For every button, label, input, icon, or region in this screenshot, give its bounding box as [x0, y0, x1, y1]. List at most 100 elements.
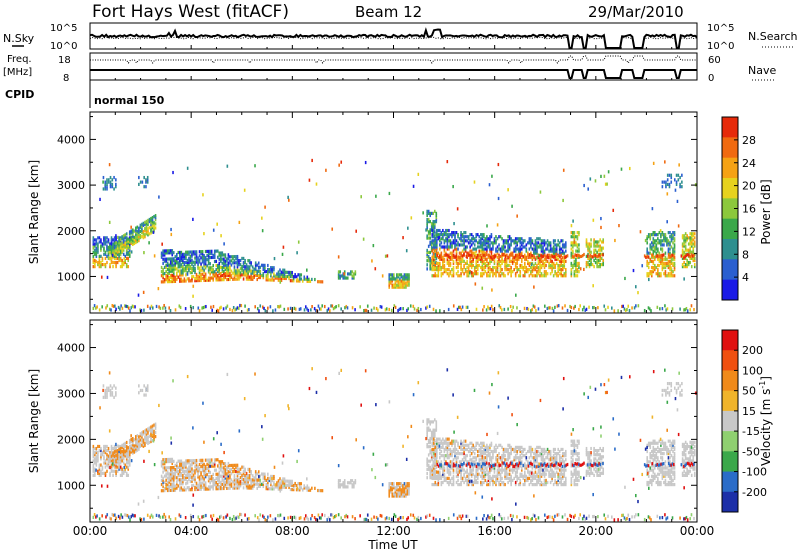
- echo-cell: [195, 469, 198, 473]
- echo-cell: [198, 268, 201, 272]
- echo-cell: [435, 243, 438, 247]
- echo-cell: [397, 492, 400, 496]
- echo-cell: [388, 486, 391, 490]
- echo-cell: [107, 458, 110, 462]
- echo-cell: [683, 308, 685, 312]
- echo-cell: [195, 254, 198, 258]
- echo-cell: [100, 446, 102, 451]
- echo-cell: [227, 277, 230, 282]
- echo-cell: [198, 483, 201, 487]
- echo-cell: [151, 306, 154, 310]
- echo-cell: [92, 246, 95, 250]
- echo-cell: [496, 237, 499, 241]
- echo-cell: [191, 254, 193, 258]
- echo-cell: [683, 242, 685, 246]
- echo-cell: [670, 261, 673, 266]
- echo-cell: [195, 276, 198, 281]
- echo-cell: [534, 245, 537, 249]
- echo-cell: [163, 468, 166, 472]
- echo-cell: [405, 277, 407, 281]
- echo-cell: [162, 280, 164, 284]
- echo-cell: [264, 309, 267, 313]
- echo-cell: [180, 271, 183, 275]
- echo-cell: [136, 442, 139, 446]
- echo-cell: [125, 453, 128, 457]
- echo-cell: [270, 272, 272, 276]
- echo-cell: [125, 471, 128, 475]
- echo-cell: [227, 257, 230, 261]
- echo-cell: [432, 443, 435, 447]
- echo-cell: [429, 428, 432, 432]
- echo-cell: [460, 239, 462, 243]
- echo-cell: [245, 473, 248, 478]
- echo-cell: [455, 265, 458, 270]
- echo-cell: [244, 261, 246, 265]
- echo-cell: [242, 256, 245, 261]
- echo-cell: [526, 306, 528, 311]
- echo-cell: [558, 259, 561, 263]
- echo-cell: [481, 272, 484, 276]
- echo-cell: [661, 233, 664, 237]
- echo-cell: [534, 265, 537, 270]
- echo-cell: [660, 241, 662, 245]
- y-tick-label: 2000: [57, 225, 85, 238]
- echo-cell: [233, 480, 236, 484]
- echo-cell: [270, 278, 272, 282]
- echo-cell: [490, 235, 493, 239]
- echo-cell: [570, 241, 573, 245]
- echo-cell: [430, 211, 433, 216]
- echo-cell: [427, 236, 430, 240]
- echo-cell: [166, 251, 169, 255]
- echo-cell: [435, 420, 438, 424]
- echo-cell: [473, 243, 476, 247]
- echo-cell: [673, 249, 676, 253]
- echo-cell: [115, 265, 117, 269]
- echo-cell: [127, 454, 130, 458]
- echo-cell: [479, 245, 482, 249]
- echo-cell: [210, 251, 213, 255]
- echo-cell: [646, 259, 649, 263]
- echo-cell: [265, 482, 268, 487]
- echo-cell: [226, 257, 228, 261]
- echo-cell: [172, 259, 175, 263]
- echo-cell: [660, 257, 662, 261]
- echo-cell: [403, 283, 406, 287]
- echo-cell: [198, 270, 201, 274]
- echo-cell: [539, 257, 541, 261]
- echo-cell: [448, 482, 450, 487]
- echo-cell: [446, 466, 449, 470]
- echo-cell: [672, 251, 674, 255]
- echo-cell: [273, 474, 275, 479]
- echo-cell: [230, 273, 233, 277]
- echo-cell: [138, 228, 140, 232]
- echo-cell: [662, 253, 665, 257]
- echo-cell: [373, 306, 375, 310]
- echo-cell: [112, 446, 114, 451]
- echo-cell: [452, 478, 455, 483]
- echo-cell: [247, 265, 249, 269]
- echo-cell: [439, 470, 441, 474]
- echo-cell: [118, 258, 120, 263]
- echo-cell: [432, 447, 435, 452]
- echo-cell: [107, 180, 110, 184]
- echo-cell: [127, 450, 130, 454]
- echo-cell: [527, 261, 529, 266]
- echo-cell: [189, 488, 192, 492]
- echo-cell: [689, 308, 692, 312]
- echo-cell: [551, 259, 553, 263]
- echo-cell: [552, 309, 555, 313]
- echo-cell: [171, 476, 174, 480]
- echo-cell: [427, 232, 430, 236]
- echo-cell: [218, 257, 221, 261]
- echo-cell: [437, 274, 440, 278]
- echo-cell: [391, 275, 394, 279]
- echo-cell: [451, 274, 453, 278]
- echo-cell: [487, 265, 490, 270]
- echo-cell: [461, 254, 464, 258]
- echo-cell: [98, 444, 101, 449]
- echo-cell: [461, 270, 464, 274]
- echo-cell: [337, 481, 340, 485]
- echo-cell: [144, 443, 146, 447]
- echo-cell: [405, 486, 407, 490]
- echo-cell: [195, 256, 198, 260]
